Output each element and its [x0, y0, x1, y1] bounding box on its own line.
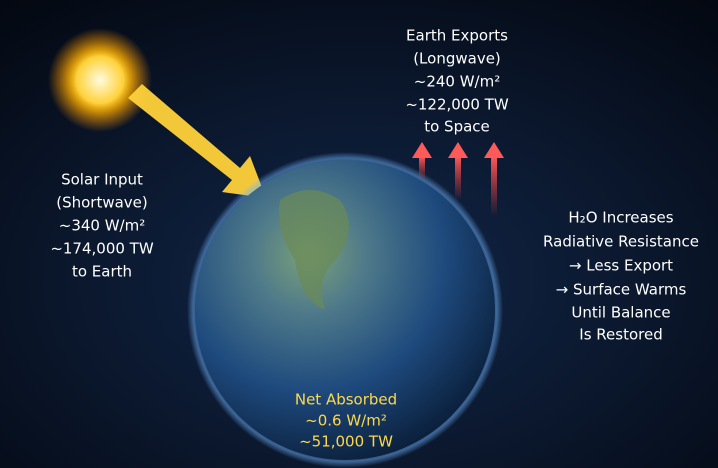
- text-line: to Space: [424, 118, 490, 136]
- arrow-shaft: [491, 156, 497, 216]
- text-line: Earth Exports: [406, 27, 508, 45]
- text-line: → Less Export: [569, 257, 673, 275]
- arrow-shaft: [419, 156, 425, 180]
- text-line: Solar Input: [61, 171, 143, 189]
- text-line: ~340 W/m²: [59, 217, 145, 235]
- text-line: ~0.6 W/m²: [305, 412, 387, 430]
- infographic: Solar Input (Shortwave) ~340 W/m² ~174,0…: [0, 0, 718, 468]
- text-line: ~51,000 TW: [299, 433, 393, 451]
- arrow-shaft: [455, 156, 461, 200]
- text-line: Net Absorbed: [295, 391, 397, 409]
- sun: [48, 28, 152, 132]
- text-line: H₂O Increases: [568, 209, 673, 227]
- text-line: Is Restored: [579, 326, 662, 344]
- page: {"solar_input": {"lines": ["Solar Input"…: [0, 0, 718, 468]
- text-line: (Longwave): [413, 50, 501, 68]
- text-line: → Surface Warms: [556, 281, 687, 299]
- text-line: Until Balance: [571, 304, 670, 322]
- text-line: (Shortwave): [56, 194, 148, 212]
- text-line: ~240 W/m²: [414, 73, 500, 91]
- net-absorbed-label: Net Absorbed ~0.6 W/m² ~51,000 TW: [295, 391, 397, 451]
- text-line: ~122,000 TW: [405, 96, 509, 114]
- text-line: ~174,000 TW: [50, 240, 154, 258]
- text-line: Radiative Resistance: [543, 233, 699, 251]
- text-line: to Earth: [72, 263, 132, 281]
